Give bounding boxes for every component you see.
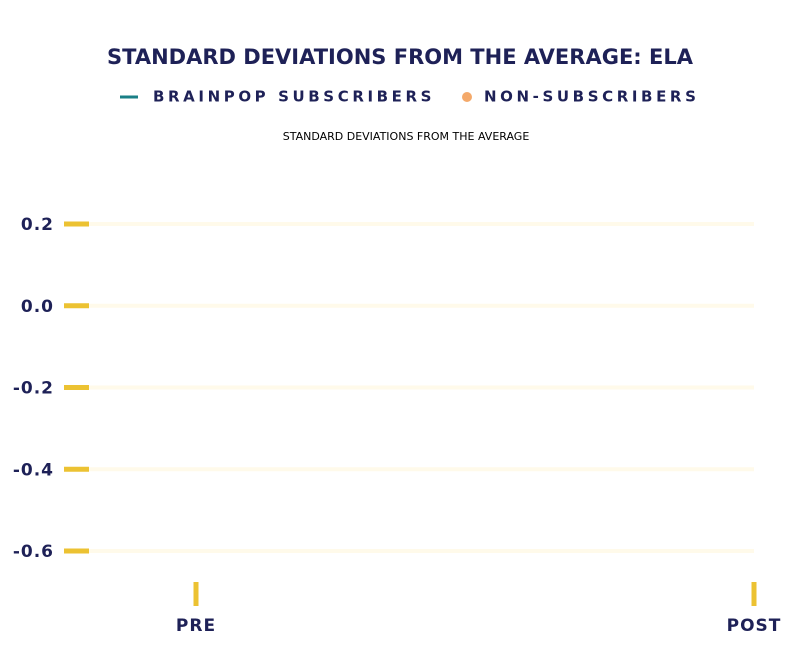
y-tick-label: 0.0 <box>21 297 54 317</box>
y-tick-label: 0.2 <box>21 215 54 235</box>
y-tick-label: -0.6 <box>13 542 54 562</box>
y-tick-label: -0.2 <box>13 379 54 399</box>
y-axis-label: STANDARD DEVIATIONS FROM THE AVERAGE <box>283 130 530 143</box>
x-tick-label: POST <box>727 616 782 636</box>
legend-label: NON-SUBSCRIBERS <box>484 88 699 106</box>
chart-title: STANDARD DEVIATIONS FROM THE AVERAGE: EL… <box>107 45 694 69</box>
legend-label: BRAINPOP SUBSCRIBERS <box>153 88 435 106</box>
x-tick-label: PRE <box>176 616 216 636</box>
y-tick-label: -0.4 <box>13 460 54 480</box>
legend-marker <box>462 92 472 102</box>
